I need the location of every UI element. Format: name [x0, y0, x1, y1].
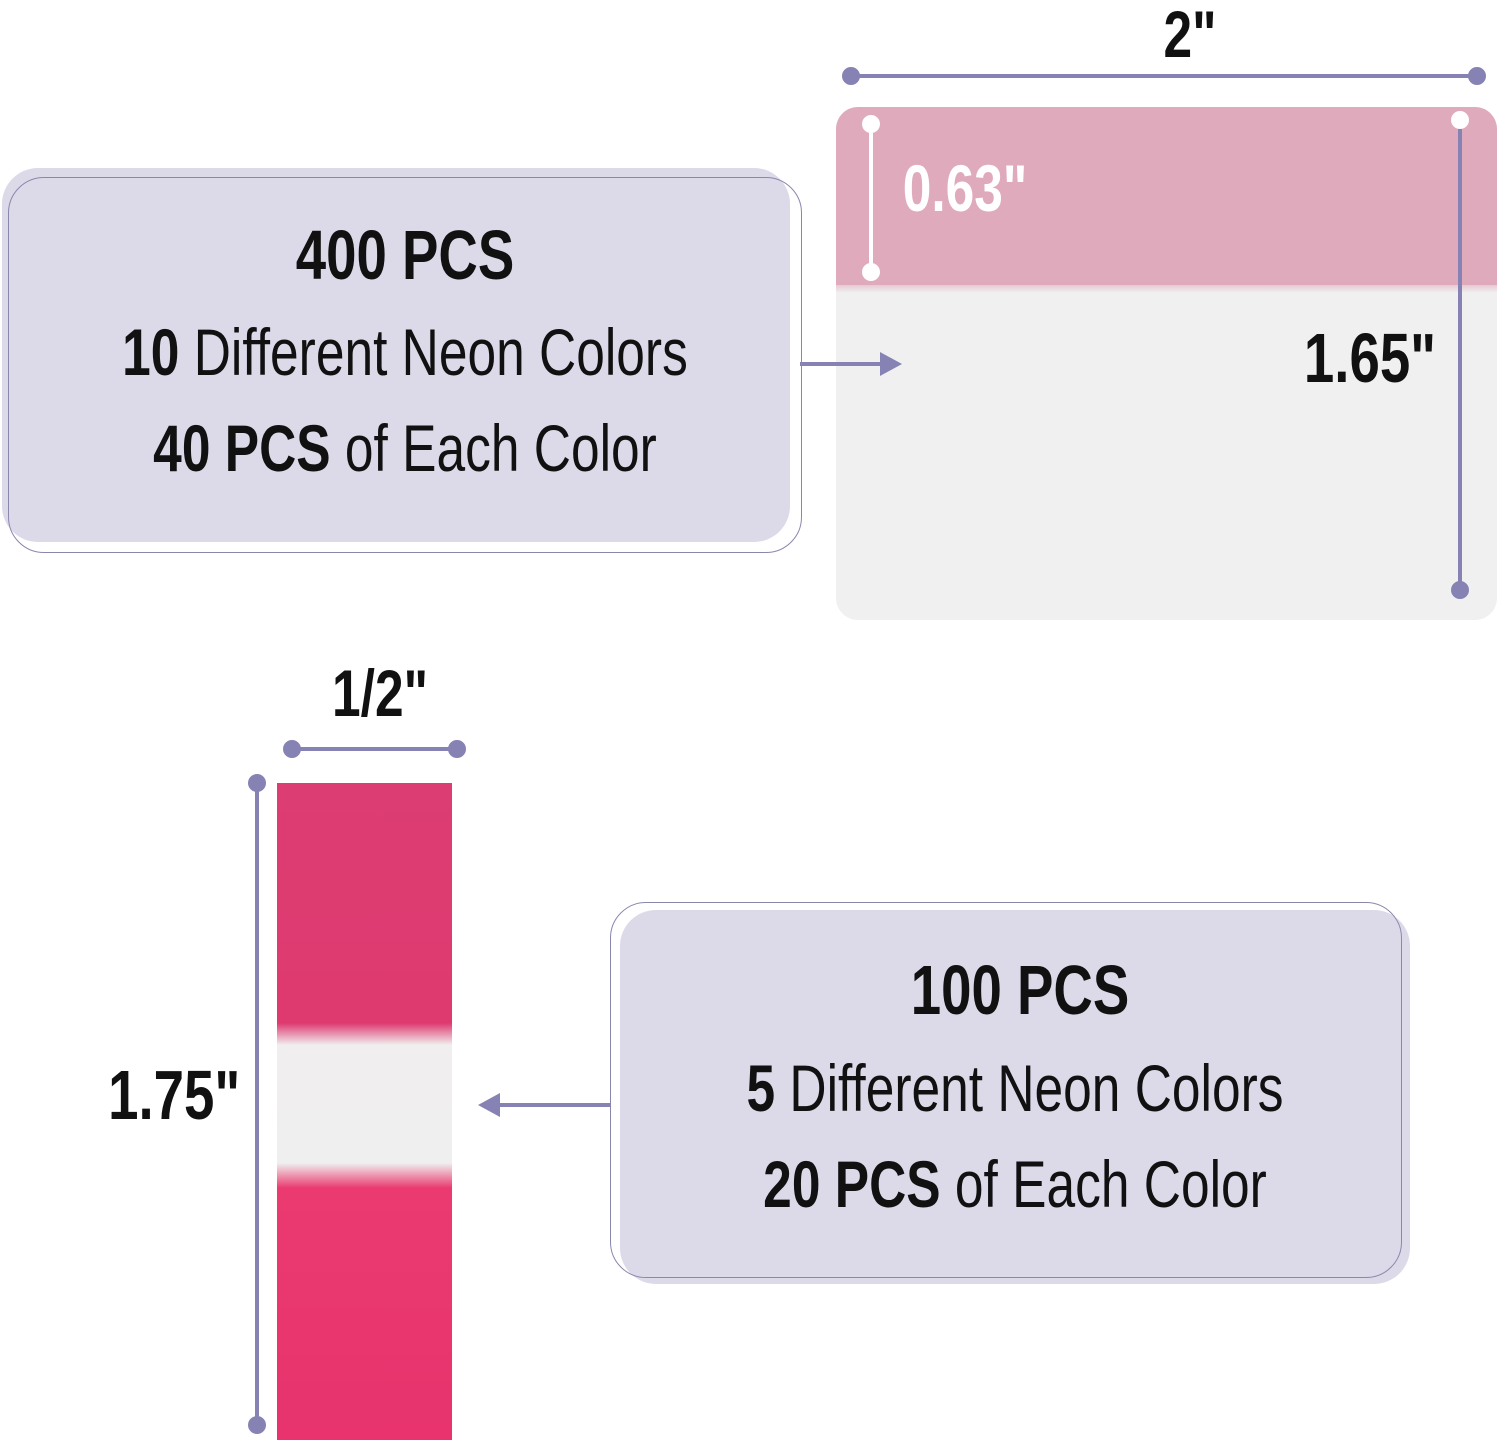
large-colors-line: 10 Different Neon Colors	[93, 314, 717, 390]
large-per-color-line: 40 PCS of Each Color	[93, 410, 717, 486]
large-colors-text: Different Neon Colors	[193, 315, 688, 389]
small-flag	[277, 783, 452, 1440]
large-flag-info-box	[8, 177, 802, 553]
small-height-label: 1.75"	[108, 1056, 241, 1134]
small-colors-line: 5 Different Neon Colors	[703, 1050, 1327, 1126]
tab-height-label: 0.63"	[902, 151, 1028, 225]
large-flag-tab	[836, 107, 1497, 285]
large-per-color: 40 PCS	[153, 411, 331, 485]
small-per-color-text: of Each Color	[954, 1147, 1267, 1221]
large-per-color-text: of Each Color	[344, 411, 657, 485]
small-colors-count: 5	[746, 1051, 776, 1125]
large-width-label: 2"	[1163, 0, 1217, 71]
small-per-color-line: 20 PCS of Each Color	[703, 1146, 1327, 1222]
large-colors-count: 10	[122, 315, 180, 389]
small-per-color: 20 PCS	[763, 1147, 941, 1221]
large-flag	[836, 107, 1497, 620]
small-width-label: 1/2"	[332, 656, 428, 730]
large-height-label: 1.65"	[1303, 319, 1437, 397]
small-quantity: 100 PCS	[910, 951, 1130, 1029]
small-flag-info-box	[610, 902, 1402, 1278]
large-quantity: 400 PCS	[295, 216, 515, 294]
small-colors-text: Different Neon Colors	[789, 1051, 1284, 1125]
